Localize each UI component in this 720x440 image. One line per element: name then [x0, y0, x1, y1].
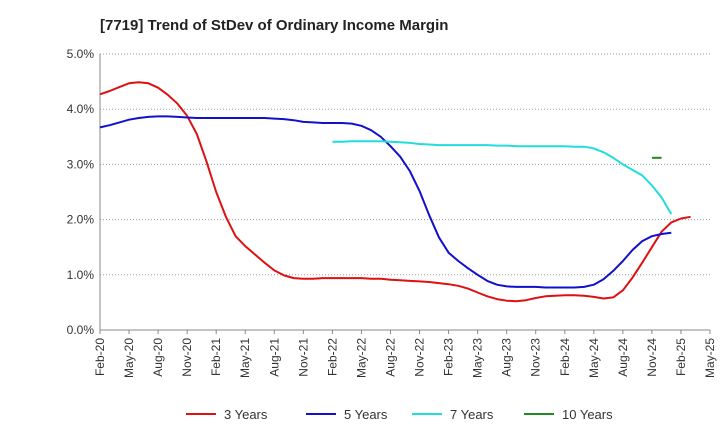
x-tick-label: Feb-24: [558, 338, 572, 376]
x-tick-label: Feb-20: [93, 338, 107, 376]
y-tick-label: 3.0%: [67, 157, 95, 171]
x-tick-label: May-25: [703, 338, 717, 378]
x-tick-label: Feb-22: [325, 338, 339, 376]
x-tick-label: Aug-20: [151, 338, 165, 377]
x-tick-label: Aug-24: [616, 338, 630, 377]
legend-label: 5 Years: [344, 407, 388, 422]
legend-label: 3 Years: [224, 407, 268, 422]
x-tick-label: May-22: [354, 338, 368, 378]
series-lines: [99, 81, 691, 303]
series-line-3-years: [99, 81, 691, 303]
x-tick-label: Aug-21: [267, 338, 281, 377]
x-tick-label: Aug-23: [500, 338, 514, 377]
legend-label: 10 Years: [562, 407, 613, 422]
y-tick-label: 5.0%: [67, 47, 95, 61]
chart-title: [7719] Trend of StDev of Ordinary Income…: [100, 17, 448, 34]
x-tick-label: Feb-21: [209, 338, 223, 376]
x-tick-label: Nov-23: [529, 338, 543, 377]
x-tick-label: Feb-25: [674, 338, 688, 376]
legend-label: 7 Years: [450, 407, 494, 422]
y-tick-label: 1.0%: [67, 268, 95, 282]
x-tick-label: Nov-24: [645, 338, 659, 377]
axes: 0.0% 1.0% 2.0% 3.0% 4.0% 5.0% Feb-20 May-20 Aug-…: [67, 47, 717, 378]
x-tick-label: Aug-22: [383, 338, 397, 377]
y-tick-label: 2.0%: [67, 213, 95, 227]
series-line-7-years: [332, 140, 673, 215]
y-tick-label: 4.0%: [67, 102, 95, 116]
x-tick-label: Nov-21: [296, 338, 310, 377]
x-tick-label: Nov-20: [180, 338, 194, 377]
y-tick-label: 0.0%: [67, 323, 95, 337]
x-tick-label: May-24: [587, 338, 601, 378]
x-tick-label: May-20: [122, 338, 136, 378]
legend: 3 Years 5 Years 7 Years 10 Years: [186, 407, 613, 422]
x-tick-label: May-21: [238, 338, 252, 378]
x-tick-label: May-23: [471, 338, 485, 378]
x-tick-label: Feb-23: [442, 338, 456, 376]
x-tick-label: Nov-22: [413, 338, 427, 377]
